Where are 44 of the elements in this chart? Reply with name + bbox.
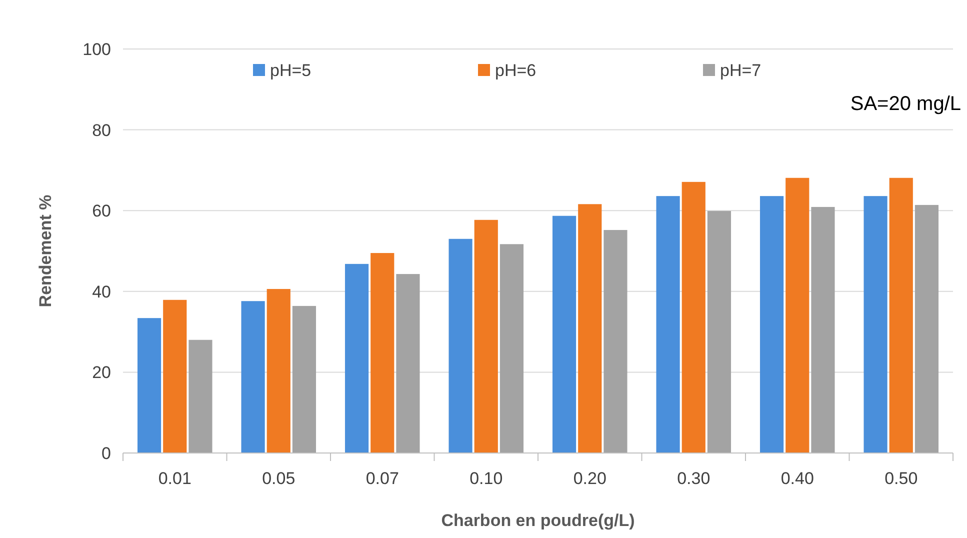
legend-label: pH=7 [720,60,762,80]
y-tick-label: 20 [92,363,111,382]
x-tick-label: 0.10 [470,469,503,488]
bar [552,216,576,453]
bar [266,288,290,453]
y-tick-label: 80 [92,120,111,140]
annotation: SA=20 mg/L [850,93,961,115]
bar [292,306,316,453]
bar [344,264,369,453]
y-axis-title: Rendement % [36,194,55,308]
x-tick-label: 0.20 [573,469,606,488]
x-tick-label: 0.05 [262,469,296,488]
bar [707,211,732,453]
bar [241,301,265,453]
bar [656,196,680,453]
x-tick-label: 0.01 [158,469,192,488]
bar [864,196,888,453]
bar [682,182,706,453]
bar [500,244,524,453]
x-tick-label: 0.40 [780,469,814,488]
bar [370,253,394,453]
bar [137,318,162,453]
y-tick-label: 100 [82,40,111,59]
x-tick-label: 0.07 [366,469,399,488]
x-axis-title: Charbon en poudre(g/L) [441,511,635,530]
y-tick-label: 60 [92,202,111,221]
bar [396,274,420,453]
bar [448,238,472,453]
x-tick-label: 0.50 [884,469,918,488]
bar [889,178,913,453]
legend-label: pH=6 [495,60,536,80]
bar [914,204,939,453]
y-tick-label: 0 [102,444,111,463]
bar [188,340,212,453]
bar [163,300,187,453]
bar [578,204,602,453]
bar [811,206,835,453]
bar [474,220,498,453]
bar [786,178,810,453]
bar [760,196,784,453]
y-tick-label: 40 [92,282,111,302]
x-tick-label: 0.30 [677,469,710,488]
legend-label: pH=5 [270,60,312,80]
bar [604,230,628,453]
